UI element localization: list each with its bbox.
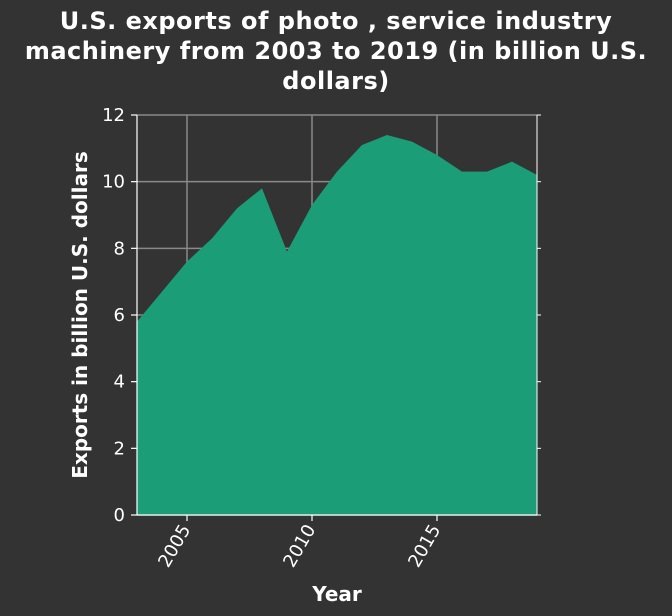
y-tick-label: 6 bbox=[114, 305, 125, 326]
x-tick-label: 2015 bbox=[404, 521, 445, 571]
y-axis-title: Exports in billion U.S. dollars bbox=[68, 151, 92, 478]
x-tick-label: 2005 bbox=[154, 521, 195, 571]
series-area bbox=[136, 134, 538, 515]
chart-title: U.S. exports of photo , service industry… bbox=[24, 7, 648, 95]
y-tick-label: 2 bbox=[114, 438, 125, 459]
y-tick-label: 8 bbox=[114, 238, 125, 259]
x-tick-label: 2010 bbox=[279, 521, 320, 571]
area-fill bbox=[137, 135, 537, 515]
y-tick-label: 4 bbox=[114, 372, 125, 393]
y-tick-label: 12 bbox=[102, 105, 125, 126]
y-tick-label: 0 bbox=[114, 505, 125, 526]
y-tick-label: 10 bbox=[102, 172, 125, 193]
x-axis-title: Year bbox=[311, 582, 362, 606]
